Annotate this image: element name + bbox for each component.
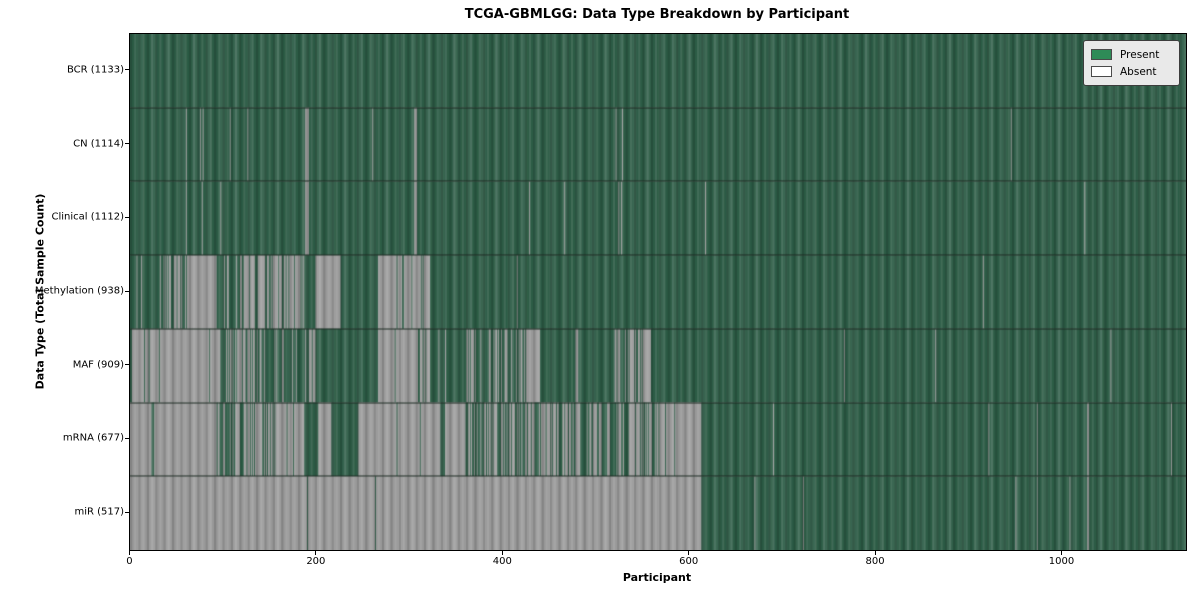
chart-title: TCGA-GBMLGG: Data Type Breakdown by Part… — [464, 7, 850, 22]
legend-item-present: Present — [1091, 46, 1171, 63]
plot-area — [129, 33, 1187, 551]
xtick-label-1000: 1000 — [1048, 556, 1075, 567]
ytick-mark — [125, 437, 129, 439]
xtick-mark — [501, 550, 503, 555]
xtick-mark — [315, 550, 317, 555]
ytick-label-Methylation: Methylation (938) — [34, 285, 124, 297]
xtick-mark — [1061, 550, 1062, 555]
ytick-label-MAF: MAF (909) — [72, 359, 124, 371]
ytick-label-mRNA: mRNA (677) — [62, 432, 124, 444]
xtick-mark — [128, 550, 130, 555]
ytick-mark — [125, 290, 129, 292]
legend: Present Absent — [1083, 40, 1180, 86]
xtick-label-600: 600 — [679, 556, 699, 567]
ytick-mark — [125, 69, 129, 71]
xtick-mark — [874, 550, 876, 555]
ytick-label-CN: CN (1114) — [73, 138, 124, 150]
xtick-label-0: 0 — [126, 556, 133, 567]
ytick-mark — [125, 143, 129, 145]
ytick-mark — [125, 364, 129, 366]
ytick-mark — [125, 511, 129, 513]
legend-present-label: Present — [1120, 48, 1160, 61]
heatmap-canvas — [130, 34, 1186, 550]
xtick-label-200: 200 — [306, 556, 326, 567]
present-swatch — [1091, 49, 1112, 60]
absent-swatch — [1091, 66, 1112, 77]
ytick-label-BCR: BCR (1133) — [66, 64, 124, 76]
xtick-mark — [688, 550, 690, 555]
xtick-label-800: 800 — [865, 556, 885, 567]
legend-absent-label: Absent — [1120, 65, 1157, 78]
ytick-label-miR: miR (517) — [74, 506, 124, 518]
legend-item-absent: Absent — [1091, 63, 1171, 80]
ytick-label-Clinical: Clinical (1112) — [51, 211, 125, 223]
xtick-label-400: 400 — [492, 556, 512, 567]
ytick-mark — [125, 216, 129, 218]
x-axis-label: Participant — [622, 571, 692, 584]
